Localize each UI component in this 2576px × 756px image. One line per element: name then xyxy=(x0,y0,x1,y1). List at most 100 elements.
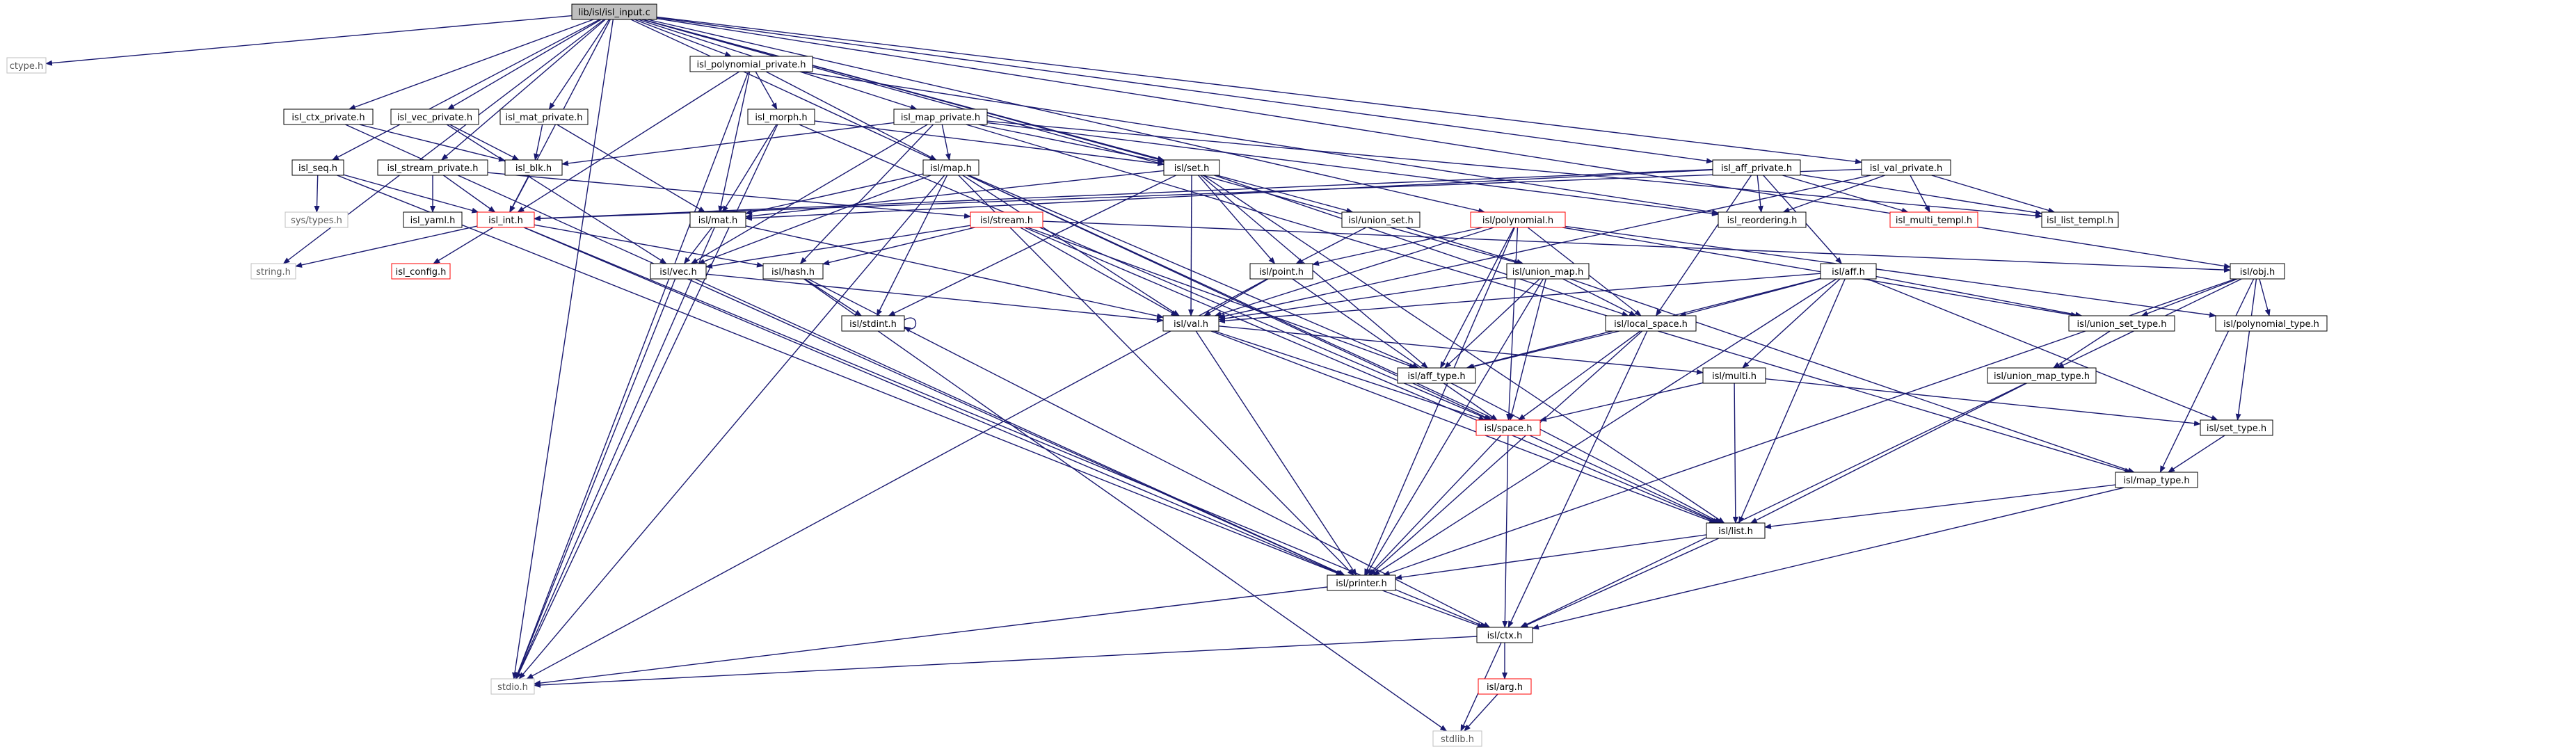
node-isl-val-h[interactable]: isl/val.h xyxy=(1162,315,1219,332)
node-isl-aff-h[interactable]: isl/aff.h xyxy=(1820,263,1877,280)
edge-root-to-isl_seq xyxy=(332,19,600,161)
node-label: isl_list_templ.h xyxy=(2047,216,2113,226)
edge-isl_union_map_h-to-isl_printer_h xyxy=(1365,278,1544,576)
node-string: string.h xyxy=(250,263,296,280)
node-box xyxy=(922,159,979,176)
node-isl-union-set-h[interactable]: isl/union_set.h xyxy=(1341,211,1421,228)
edge-isl_polynomial_private-to-isl_reordering xyxy=(801,71,1719,215)
edge-isl_stream_h-to-isl_aff_type_h xyxy=(1027,227,1416,369)
node-isl-map-private[interactable]: isl_map_private.h xyxy=(893,108,988,125)
node-label: isl/union_set.h xyxy=(1348,216,1413,226)
node-box xyxy=(1718,211,1807,228)
edge-isl_val_h-to-isl_multi_h xyxy=(1218,325,1704,375)
nodes: lib/isl/isl_input.c ctype.h isl_polynomial… xyxy=(6,3,2328,747)
node-isl-multi-templ[interactable]: isl_multi_templ.h xyxy=(1889,211,1978,228)
node-isl-polynomial-private[interactable]: isl_polynomial_private.h xyxy=(689,56,813,72)
node-label: isl/ctx.h xyxy=(1487,631,1523,641)
node-box xyxy=(1476,627,1533,643)
node-isl-morph[interactable]: isl_morph.h xyxy=(747,108,815,125)
node-isl-multi-h[interactable]: isl/multi.h xyxy=(1702,367,1766,384)
node-box xyxy=(1163,159,1220,176)
node-root[interactable]: lib/isl/isl_input.c xyxy=(571,3,657,20)
node-isl-vec-h[interactable]: isl/vec.h xyxy=(650,263,707,280)
node-label: isl/aff_type.h xyxy=(1407,371,1465,382)
node-isl-blk[interactable]: isl_blk.h xyxy=(504,159,563,176)
node-box xyxy=(477,211,535,228)
edge-isl_int-to-isl_ctx_h xyxy=(524,227,1487,628)
node-isl-aff-type-h[interactable]: isl/aff_type.h xyxy=(1397,367,1476,384)
node-box xyxy=(1341,211,1421,228)
node-isl-union-map-h[interactable]: isl/union_map.h xyxy=(1506,263,1590,280)
edge-isl_point_h-to-isl_val_h xyxy=(1203,278,1269,316)
edge-isl_val_private-to-isl_reordering xyxy=(1782,175,1885,213)
node-box xyxy=(1605,315,1697,332)
edge-isl_local_space_h-to-isl_ctx_h xyxy=(1507,330,1648,628)
node-isl-printer-h[interactable]: isl/printer.h xyxy=(1327,574,1396,591)
node-isl-mat-private[interactable]: isl_mat_private.h xyxy=(499,108,589,125)
node-box xyxy=(893,108,988,125)
node-isl-local-space-h[interactable]: isl/local_space.h xyxy=(1605,315,1697,332)
edge-isl_int-to-isl_config xyxy=(433,227,494,264)
edge-isl_vec_h-to-isl_val_h xyxy=(705,273,1164,323)
node-isl-ctx-private[interactable]: isl_ctx_private.h xyxy=(283,108,374,125)
node-isl-seq[interactable]: isl_seq.h xyxy=(291,159,344,176)
node-isl-space-h[interactable]: isl/space.h xyxy=(1475,419,1541,436)
node-isl-set-h[interactable]: isl/set.h xyxy=(1163,159,1220,176)
node-box xyxy=(1327,574,1396,591)
edge-isl_polynomial_h-to-isl_val_h xyxy=(1214,227,1494,317)
edge-isl_polynomial_h-to-isl_polynomial_type_h xyxy=(1565,225,2216,318)
node-label: isl_reordering.h xyxy=(1727,216,1798,226)
node-box xyxy=(1712,159,1801,176)
node-isl-vec-private[interactable]: isl_vec_private.h xyxy=(390,108,479,125)
node-isl-config[interactable]: isl_config.h xyxy=(391,263,451,280)
node-isl-set-type-h[interactable]: isl/set_type.h xyxy=(2200,419,2273,436)
node-isl-polynomial-type-h[interactable]: isl/polynomial_type.h xyxy=(2215,315,2328,332)
node-label: isl_mat_private.h xyxy=(505,113,582,123)
node-isl-reordering[interactable]: isl_reordering.h xyxy=(1718,211,1807,228)
node-isl-ctx-h[interactable]: isl/ctx.h xyxy=(1476,627,1533,643)
node-isl-list-templ[interactable]: isl_list_templ.h xyxy=(2041,211,2119,228)
node-isl-yaml[interactable]: isl_yaml.h xyxy=(403,211,463,228)
edge-isl_vec_private-to-isl_vec_h xyxy=(446,124,667,264)
edge-isl_map_h-to-isl_mat_h xyxy=(745,173,924,215)
edge-isl_aff_h-to-isl_printer_h xyxy=(1373,278,1837,576)
node-isl-aff-private[interactable]: isl_aff_private.h xyxy=(1712,159,1801,176)
node-box xyxy=(689,211,746,228)
edge-isl_aff_private-to-isl_list_templ xyxy=(1800,174,2042,216)
node-isl-map-type-h[interactable]: isl/map_type.h xyxy=(2115,472,2198,488)
node-isl-int[interactable]: isl_int.h xyxy=(477,211,535,228)
edge-isl_vec_h-to-isl_printer_h xyxy=(694,278,1345,576)
node-isl-stream-h[interactable]: isl/stream.h xyxy=(970,211,1043,228)
node-isl-stream-private[interactable]: isl_stream_private.h xyxy=(377,159,488,176)
node-isl-obj-h[interactable]: isl/obj.h xyxy=(2230,263,2285,280)
node-isl-polynomial-h[interactable]: isl/polynomial.h xyxy=(1470,211,1566,228)
edge-isl_mat_h-to-stdio xyxy=(515,227,715,679)
node-box xyxy=(2230,263,2285,280)
node-box xyxy=(1702,367,1766,384)
edge-isl_stream_private-to-isl_int xyxy=(442,175,496,213)
edge-root-to-isl_ctx_private xyxy=(348,19,594,110)
node-label: isl_polynomial_private.h xyxy=(697,60,806,70)
node-isl-map-h[interactable]: isl/map.h xyxy=(922,159,979,176)
node-isl-mat-h[interactable]: isl/mat.h xyxy=(689,211,746,228)
node-label: isl/union_set_type.h xyxy=(2077,319,2167,330)
node-box xyxy=(970,211,1043,228)
edge-isl_stream_private-to-isl_stream_h xyxy=(487,172,971,219)
edge-isl_union_map_h-to-isl_val_h xyxy=(1218,276,1507,321)
node-label: stdlib.h xyxy=(1441,734,1474,745)
node-isl-union-set-type-h[interactable]: isl/union_set_type.h xyxy=(2068,315,2175,332)
node-isl-hash-h[interactable]: isl/hash.h xyxy=(762,263,824,280)
node-box xyxy=(1470,211,1566,228)
edge-isl_polynomial_private-to-stdio xyxy=(515,71,749,679)
edge-root-to-ctype xyxy=(45,15,573,66)
node-label: isl_seq.h xyxy=(298,163,337,174)
node-isl-val-private[interactable]: isl_val_private.h xyxy=(1861,159,1951,176)
node-label: isl/hash.h xyxy=(771,267,815,278)
node-isl-list-h[interactable]: isl/list.h xyxy=(1706,522,1766,539)
node-isl-point-h[interactable]: isl/point.h xyxy=(1249,263,1313,280)
edge-isl_mat_h-to-isl_val_h xyxy=(745,225,1164,319)
node-isl-arg-h[interactable]: isl/arg.h xyxy=(1478,678,1532,695)
node-isl-union-map-type-h[interactable]: isl/union_map_type.h xyxy=(1987,367,2097,384)
edge-isl_map_private-to-isl_reordering xyxy=(986,122,1719,216)
node-isl-stdint-h[interactable]: isl/stdint.h xyxy=(841,315,905,332)
